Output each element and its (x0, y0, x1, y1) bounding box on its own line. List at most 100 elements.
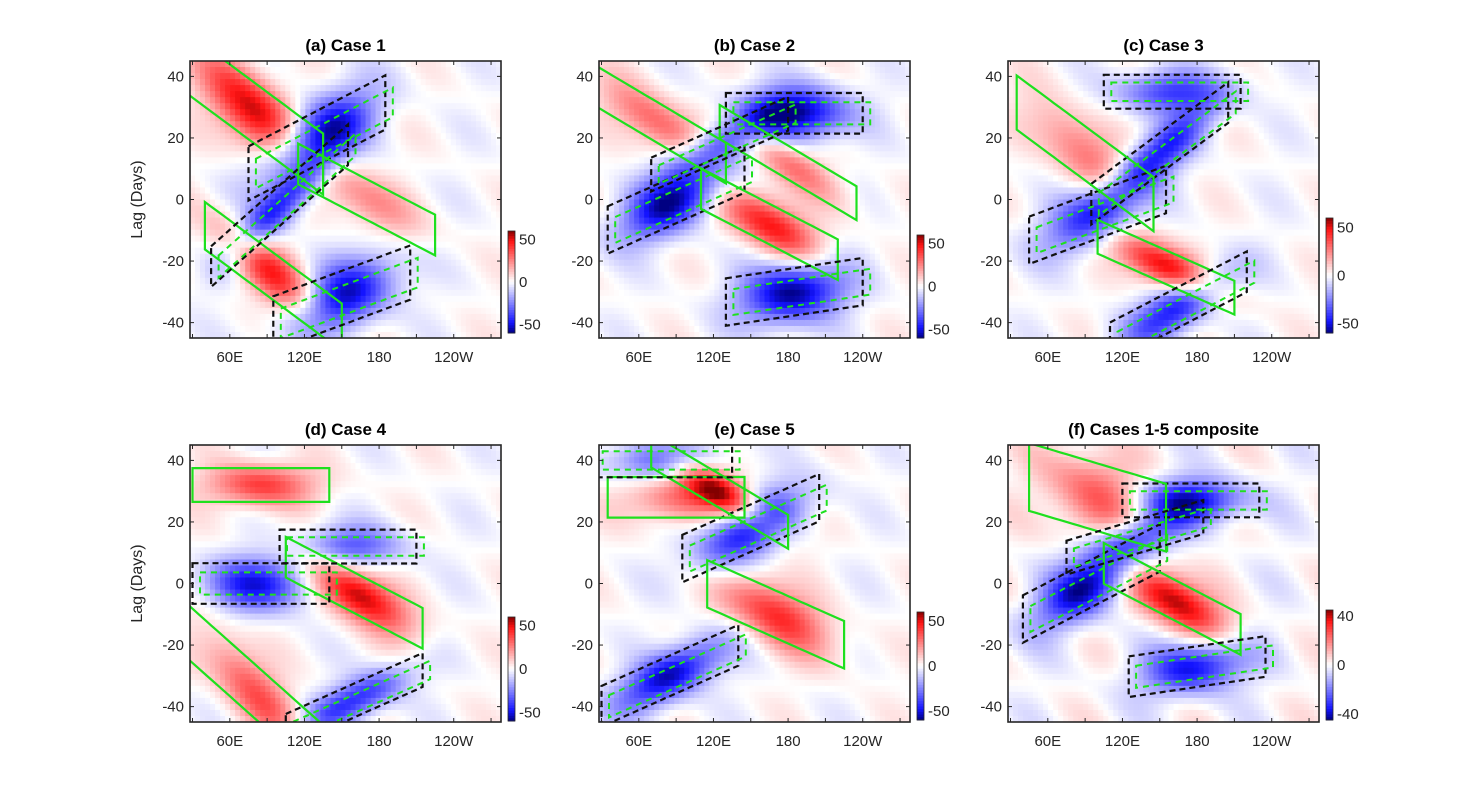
heatmap-cell (774, 199, 781, 207)
heatmap-cell (210, 235, 216, 243)
heatmap-cell (255, 61, 261, 68)
heatmap-cell (475, 241, 482, 249)
heatmap-cell (295, 91, 301, 98)
heatmap-cell (470, 307, 477, 315)
heatmap-cell (719, 301, 726, 309)
heatmap-cell (495, 265, 502, 273)
heatmap-cell (200, 85, 206, 92)
heatmap-cell (619, 145, 625, 152)
heatmap-cell (425, 217, 432, 225)
heatmap-cell (764, 241, 771, 249)
heatmap-cell (320, 211, 327, 219)
heatmap-cell (345, 61, 352, 68)
heatmap-cell (200, 295, 206, 303)
heatmap-cell (624, 79, 630, 86)
heatmap-cell (714, 115, 720, 122)
heatmap-cell (759, 235, 766, 243)
heatmap-cell (220, 67, 226, 74)
heatmap-cell (450, 139, 457, 146)
heatmap-cell (240, 103, 246, 110)
heatmap-cell (240, 283, 246, 291)
heatmap-cell (355, 133, 362, 140)
heatmap-cell (694, 199, 700, 207)
heatmap-cell (190, 265, 196, 273)
heatmap-cell (729, 265, 736, 273)
heatmap-cell (410, 301, 417, 309)
heatmap-cell (220, 61, 226, 68)
heatmap-cell (215, 181, 221, 189)
heatmap-cell (789, 97, 796, 104)
heatmap-cell (644, 151, 650, 158)
heatmap-cell (295, 331, 301, 339)
heatmap-cell (225, 211, 231, 219)
heatmap-cell (470, 187, 477, 195)
heatmap-cell (475, 223, 482, 231)
heatmap-cell (794, 127, 801, 134)
heatmap-cell (440, 277, 447, 285)
heatmap-cell (644, 325, 650, 333)
heatmap-cell (764, 301, 771, 309)
heatmap-cell (210, 313, 216, 321)
heatmap-cell (330, 259, 337, 267)
heatmap-cell (599, 211, 605, 219)
heatmap-cell (794, 145, 801, 152)
heatmap-cell (460, 205, 467, 213)
heatmap-cell (290, 133, 296, 140)
heatmap-cell (794, 277, 801, 285)
heatmap-cell (644, 265, 650, 273)
heatmap-cell (809, 175, 816, 183)
heatmap-cell (205, 67, 211, 74)
heatmap-cell (704, 301, 710, 309)
heatmap-cell (799, 121, 806, 128)
heatmap-cell (290, 163, 296, 170)
heatmap-cell (410, 205, 417, 213)
heatmap-cell (280, 169, 286, 177)
heatmap-cell (450, 151, 457, 158)
heatmap-cell (759, 61, 766, 68)
heatmap-cell (285, 61, 291, 68)
heatmap-cell (674, 127, 680, 134)
heatmap-cell (305, 97, 311, 104)
heatmap-cell (759, 217, 766, 225)
heatmap-cell (220, 325, 226, 333)
heatmap-cell (455, 259, 462, 267)
heatmap-cell (360, 97, 367, 104)
heatmap-cell (759, 205, 766, 213)
heatmap-cell (310, 307, 317, 315)
heatmap-cell (809, 313, 816, 321)
heatmap-cell (819, 187, 826, 195)
heatmap-cell (764, 265, 771, 273)
heatmap-cell (205, 229, 211, 237)
heatmap-cell (355, 283, 362, 291)
heatmap-cell (604, 91, 610, 98)
heatmap-cell (195, 145, 201, 152)
heatmap-cell (220, 79, 226, 86)
heatmap-cell (260, 325, 266, 333)
heatmap-cell (295, 109, 301, 116)
heatmap-cell (734, 241, 741, 249)
heatmap-cell (215, 325, 221, 333)
heatmap-cell (729, 289, 736, 297)
heatmap-cell (694, 301, 700, 309)
heatmap-cell (405, 97, 412, 104)
heatmap-cell (799, 139, 806, 146)
heatmap-cell (375, 157, 382, 164)
heatmap-cell (215, 295, 221, 303)
heatmap-cell (789, 241, 796, 249)
heatmap-cell (809, 325, 816, 333)
heatmap-cell (445, 109, 452, 116)
heatmap-cell (709, 109, 715, 116)
heatmap-cell (774, 175, 781, 183)
heatmap-cell (654, 79, 660, 86)
heatmap-cell (634, 325, 640, 333)
heatmap-cell (300, 91, 306, 98)
heatmap-cell (744, 121, 751, 128)
heatmap-cell (345, 127, 352, 134)
heatmap-cell (659, 271, 665, 279)
heatmap-cell (440, 193, 447, 201)
heatmap-cell (295, 193, 301, 201)
heatmap-cell (415, 193, 422, 201)
heatmap-cell (684, 265, 690, 273)
heatmap-cell (260, 73, 266, 80)
heatmap-cell (639, 193, 645, 201)
